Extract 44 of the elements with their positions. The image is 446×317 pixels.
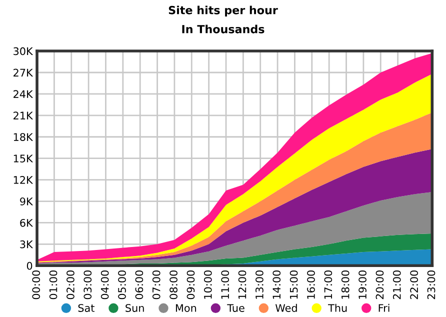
x-tick-label: 01:00	[49, 270, 58, 300]
x-tick-label: 05:00	[118, 270, 126, 300]
legend-label: Fri	[378, 304, 390, 312]
x-tick-label: 16:00	[307, 270, 315, 299]
y-tick-label: 15K	[14, 154, 34, 162]
x-tick-label: 20:00	[376, 270, 384, 300]
x-tick-label: 23:00	[427, 270, 436, 300]
x-tick-label: 11:00	[221, 270, 230, 299]
y-tick-label: 24K	[14, 90, 34, 98]
x-tick-label: 21:00	[392, 270, 401, 300]
legend-label: Thu	[328, 304, 347, 312]
x-tick-label: 04:00	[100, 270, 109, 300]
y-tick-label: 9K	[20, 197, 34, 206]
x-tick-label: 08:00	[170, 270, 178, 300]
y-tick-label: 0	[26, 262, 32, 270]
x-tick-label: 10:00	[204, 270, 212, 299]
legend-label: Sat	[78, 304, 94, 312]
x-tick-label: 15:00	[290, 270, 298, 299]
x-tick-label: 19:00	[358, 270, 366, 299]
chart-subtitle: In Thousands	[182, 24, 264, 34]
y-tick-label: 21K	[14, 112, 34, 120]
x-tick-label: 14:00	[272, 270, 281, 299]
x-tick-label: 00:00	[32, 270, 40, 300]
legend-label: Sun	[126, 304, 144, 312]
y-tick-label: 12K	[14, 176, 34, 184]
x-tick-label: 02:00	[66, 270, 74, 300]
x-tick-label: 07:00	[152, 270, 160, 300]
legend-label: Tue	[227, 304, 244, 312]
x-tick-label: 17:00	[324, 270, 332, 299]
x-tick-label: 12:00	[238, 270, 246, 299]
legend-label: Wed	[275, 304, 297, 312]
y-tick-label: 30K	[14, 47, 34, 56]
legend-label: Mon	[176, 304, 196, 312]
x-tick-label: 03:00	[84, 270, 92, 300]
y-tick-label: 18K	[14, 133, 34, 141]
x-tick-label: 22:00	[410, 270, 418, 300]
x-tick-label: 09:00	[186, 270, 195, 300]
x-tick-label: 06:00	[135, 270, 144, 300]
y-tick-label: 27K	[14, 68, 34, 76]
x-tick-label: 18:00	[341, 270, 350, 299]
x-tick-label: 13:00	[256, 270, 264, 299]
y-tick-label: 3K	[20, 240, 34, 248]
y-tick-label: 6K	[20, 218, 34, 227]
chart-title: Site hits per hour	[168, 6, 278, 16]
